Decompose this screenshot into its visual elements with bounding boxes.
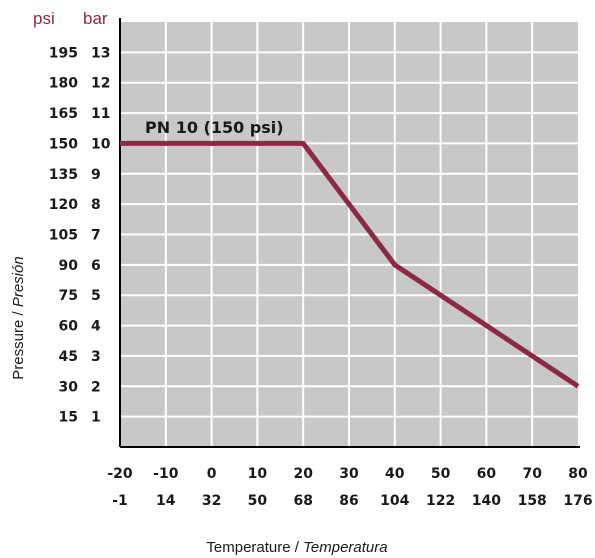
y-tick-label-psi: 30 xyxy=(59,379,79,395)
x-tick-label-fahrenheit: 68 xyxy=(293,493,312,509)
x-tick-label-fahrenheit: 86 xyxy=(339,493,358,509)
x-tick-labels-celsius: -20 -10 0 10 20 30 40 50 60 70 80 xyxy=(107,466,588,482)
pn10-annotation: PN 10 (150 psi) xyxy=(145,118,284,137)
y-tick-label-psi: 45 xyxy=(59,349,78,365)
x-tick-labels-fahrenheit: -1 14 32 50 68 86 104 122 140 158 176 xyxy=(112,493,592,509)
y-tick-label-bar: 12 xyxy=(91,76,110,92)
y-axis-title-italic: Presión xyxy=(10,256,27,307)
axes xyxy=(119,18,580,448)
y-tick-label-bar: 3 xyxy=(91,349,101,365)
y-tick-label-bar: 1 xyxy=(91,410,101,426)
x-axis-title: Temperature / Temperatura xyxy=(206,539,387,556)
y-tick-labels-psi: 15 30 45 60 75 90 105 120 135 150 165 180 195 xyxy=(49,45,78,425)
x-tick-label-fahrenheit: 32 xyxy=(202,493,221,509)
x-tick-label-celsius: 50 xyxy=(431,466,451,482)
y-tick-label-bar: 13 xyxy=(91,45,110,61)
y-tick-label-psi: 165 xyxy=(49,106,78,122)
x-tick-label-celsius: 10 xyxy=(248,466,268,482)
y-tick-label-bar: 4 xyxy=(91,319,101,335)
y-tick-label-bar: 5 xyxy=(91,288,101,304)
y-axis-title: Pressure / Presión xyxy=(10,256,27,379)
x-tick-label-fahrenheit: 14 xyxy=(156,493,176,509)
x-tick-label-celsius: 60 xyxy=(477,466,497,482)
y-axis-title-main: Pressure / xyxy=(10,307,27,380)
y-tick-label-psi: 105 xyxy=(49,228,78,244)
x-tick-label-celsius: -20 xyxy=(107,466,133,482)
y-tick-label-bar: 6 xyxy=(91,258,101,274)
y-tick-label-bar: 2 xyxy=(91,379,101,395)
x-tick-label-fahrenheit: 104 xyxy=(380,493,409,509)
x-tick-label-celsius: 40 xyxy=(385,466,405,482)
x-axis-title-main: Temperature / xyxy=(206,539,303,556)
y-tick-label-bar: 7 xyxy=(91,228,101,244)
x-tick-label-fahrenheit: 176 xyxy=(563,493,592,509)
y-tick-label-psi: 75 xyxy=(59,288,78,304)
y-tick-label-psi: 90 xyxy=(59,258,79,274)
bar-unit-label: bar xyxy=(83,9,108,28)
x-tick-label-fahrenheit: 122 xyxy=(426,493,455,509)
psi-unit-label: psi xyxy=(33,9,55,28)
x-tick-label-celsius: -10 xyxy=(153,466,179,482)
y-tick-label-bar: 11 xyxy=(91,106,110,122)
y-tick-label-psi: 120 xyxy=(49,197,78,213)
x-tick-label-celsius: 0 xyxy=(207,466,217,482)
y-tick-label-psi: 180 xyxy=(49,76,78,92)
y-tick-label-psi: 60 xyxy=(59,319,79,335)
y-tick-label-psi: 15 xyxy=(59,410,78,426)
y-tick-label-psi: 135 xyxy=(49,167,78,183)
x-tick-label-celsius: 70 xyxy=(522,466,542,482)
y-tick-label-bar: 9 xyxy=(91,167,101,183)
y-tick-label-psi: 195 xyxy=(49,45,78,61)
x-tick-label-fahrenheit: 50 xyxy=(248,493,268,509)
x-tick-label-celsius: 30 xyxy=(339,466,359,482)
x-tick-label-celsius: 20 xyxy=(293,466,313,482)
y-tick-label-bar: 10 xyxy=(91,136,111,152)
x-tick-label-celsius: 80 xyxy=(568,466,588,482)
x-tick-label-fahrenheit: -1 xyxy=(112,493,128,509)
grid-lines xyxy=(120,22,578,447)
series-line-pn10 xyxy=(120,140,580,389)
y-tick-label-bar: 8 xyxy=(91,197,101,213)
x-axis-title-italic: Temperatura xyxy=(303,539,388,556)
x-tick-label-fahrenheit: 158 xyxy=(518,493,547,509)
y-tick-label-psi: 150 xyxy=(49,136,78,152)
x-tick-label-fahrenheit: 140 xyxy=(472,493,501,509)
